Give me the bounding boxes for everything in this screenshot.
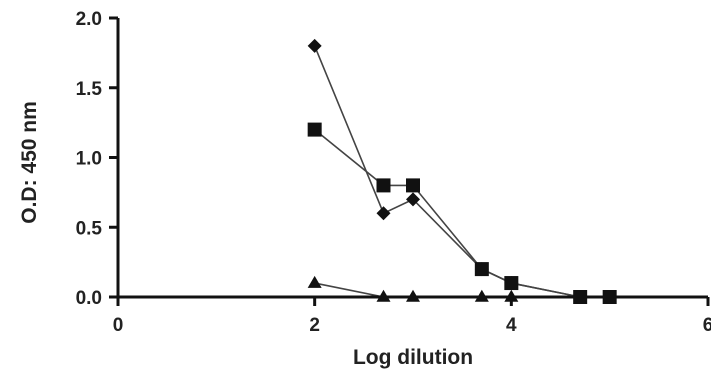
y-tick-label-0: 0.0: [76, 288, 102, 309]
x-tick-label-3: 6: [703, 315, 711, 336]
y-tick-label-3: 1.5: [76, 79, 103, 100]
square-point-0: [308, 123, 322, 137]
series-diamond: [308, 39, 617, 304]
square-point-3: [475, 262, 489, 276]
y-tick-label-4: 2.0: [76, 9, 102, 30]
x-tick-label-0: 0: [113, 315, 124, 336]
y-tick-label-1: 0.5: [76, 218, 103, 239]
series-line-diamond: [315, 46, 610, 297]
ticks-layer: 0.0 0.5 1.0 1.5 2.0 0 2 4 6: [76, 9, 711, 336]
triangle-point-0: [308, 276, 322, 288]
series-layer: [308, 39, 617, 304]
axes-layer: [118, 18, 708, 297]
diamond-point-0: [308, 39, 322, 53]
y-axis-label: O.D: 450 nm: [18, 101, 41, 224]
x-axis-label: Log dilution: [353, 346, 473, 369]
series-square: [308, 123, 617, 304]
x-tick-label-1: 2: [309, 315, 320, 336]
square-point-4: [504, 276, 518, 290]
square-point-2: [406, 178, 420, 192]
diamond-point-1: [377, 206, 391, 220]
square-point-1: [377, 178, 391, 192]
x-tick-label-2: 4: [506, 315, 517, 336]
y-tick-label-2: 1.0: [76, 149, 102, 170]
